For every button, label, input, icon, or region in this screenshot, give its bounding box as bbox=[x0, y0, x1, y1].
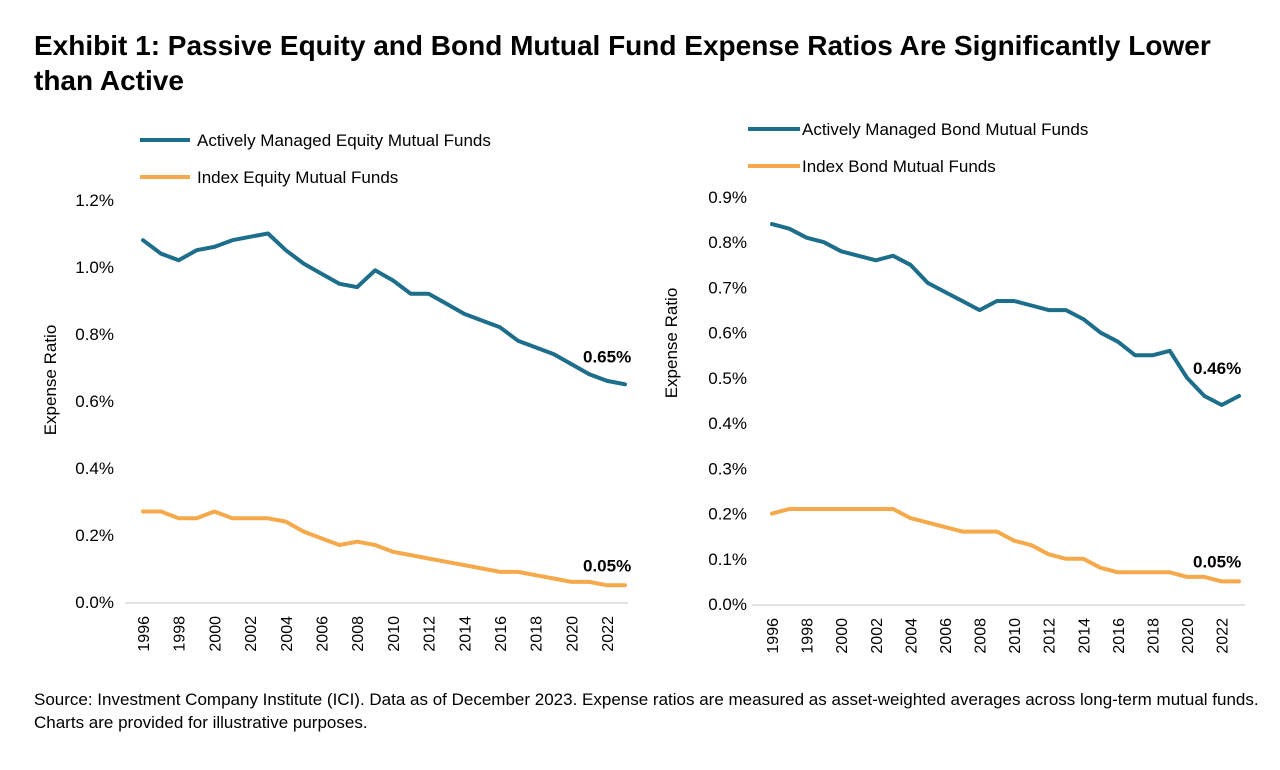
index-series-line bbox=[770, 507, 1241, 584]
end-value-label: 0.05% bbox=[583, 556, 631, 575]
y-tick-label: 0.0% bbox=[75, 593, 114, 612]
x-tick-label: 2010 bbox=[386, 616, 403, 652]
x-tick-label: 1996 bbox=[765, 618, 782, 654]
equity-expense-chart: 0.0% 0.2% 0.4% 0.6% 0.8% 1.0% 1.2% Expense Rati… bbox=[41, 131, 631, 652]
y-tick-label: 0.6% bbox=[75, 392, 114, 411]
x-tick-label: 2020 bbox=[564, 616, 581, 652]
x-tick-label: 1996 bbox=[136, 616, 153, 652]
x-tick-label: 2004 bbox=[279, 616, 296, 652]
end-value-label: 0.05% bbox=[1193, 552, 1241, 571]
y-tick-label: 0.1% bbox=[708, 550, 747, 569]
end-value-label: 0.65% bbox=[583, 347, 631, 366]
x-tick-label: 1998 bbox=[800, 618, 817, 654]
x-tick-label: 2012 bbox=[1042, 618, 1059, 654]
x-tick-label: 2006 bbox=[315, 616, 332, 652]
y-tick-label: 0.8% bbox=[75, 325, 114, 344]
x-tick-label: 2022 bbox=[600, 616, 617, 652]
x-tick-label: 2008 bbox=[350, 616, 367, 652]
y-tick-label: 0.6% bbox=[708, 324, 747, 343]
y-tick-label: 0.7% bbox=[708, 278, 747, 297]
x-tick-label: 2000 bbox=[834, 618, 851, 654]
x-tick-label: 2006 bbox=[938, 618, 955, 654]
y-tick-label: 0.9% bbox=[708, 188, 747, 207]
x-tick-label: 2002 bbox=[243, 616, 260, 652]
y-tick-label: 0.5% bbox=[708, 369, 747, 388]
legend-label: Index Equity Mutual Funds bbox=[197, 168, 398, 187]
x-tick-label: 2008 bbox=[973, 618, 990, 654]
x-tick-label: 2014 bbox=[1076, 618, 1093, 654]
x-tick-label: 2010 bbox=[1007, 618, 1024, 654]
y-axis-label: Expense Ratio bbox=[41, 325, 60, 436]
x-tick-label: 2018 bbox=[529, 616, 546, 652]
active-series-line bbox=[770, 222, 1241, 407]
y-tick-label: 1.2% bbox=[75, 191, 114, 210]
y-tick-label: 0.8% bbox=[708, 233, 747, 252]
x-tick-label: 2016 bbox=[493, 616, 510, 652]
legend-label: Actively Managed Equity Mutual Funds bbox=[197, 131, 491, 150]
x-tick-label: 2022 bbox=[1215, 618, 1232, 654]
x-tick-label: 2000 bbox=[207, 616, 224, 652]
y-tick-label: 0.4% bbox=[708, 414, 747, 433]
x-tick-label: 2012 bbox=[422, 616, 439, 652]
x-tick-label: 2016 bbox=[1111, 618, 1128, 654]
index-series-line bbox=[141, 509, 627, 588]
legend-label: Index Bond Mutual Funds bbox=[802, 157, 996, 176]
y-axis-label: Expense Ratio bbox=[662, 288, 681, 399]
y-tick-label: 0.2% bbox=[708, 505, 747, 524]
y-tick-label: 0.0% bbox=[708, 595, 747, 614]
x-tick-label: 2020 bbox=[1180, 618, 1197, 654]
bond-expense-chart: 0.0% 0.1% 0.2% 0.3% 0.4% 0.5% 0.6% 0.7% 0.8% 0.9%… bbox=[662, 120, 1245, 654]
x-tick-label: 2002 bbox=[869, 618, 886, 654]
y-tick-label: 1.0% bbox=[75, 258, 114, 277]
end-value-label: 0.46% bbox=[1193, 359, 1241, 378]
active-series-line bbox=[141, 231, 627, 387]
exhibit-title: Exhibit 1: Passive Equity and Bond Mutua… bbox=[34, 30, 1211, 96]
y-tick-label: 0.2% bbox=[75, 526, 114, 545]
x-tick-label: 1998 bbox=[172, 616, 189, 652]
x-tick-label: 2018 bbox=[1146, 618, 1163, 654]
source-note: Source: Investment Company Institute (IC… bbox=[34, 690, 1259, 732]
y-tick-label: 0.3% bbox=[708, 459, 747, 478]
legend-label: Actively Managed Bond Mutual Funds bbox=[802, 120, 1088, 139]
x-tick-label: 2004 bbox=[903, 618, 920, 654]
x-tick-label: 2014 bbox=[457, 616, 474, 652]
y-tick-label: 0.4% bbox=[75, 459, 114, 478]
